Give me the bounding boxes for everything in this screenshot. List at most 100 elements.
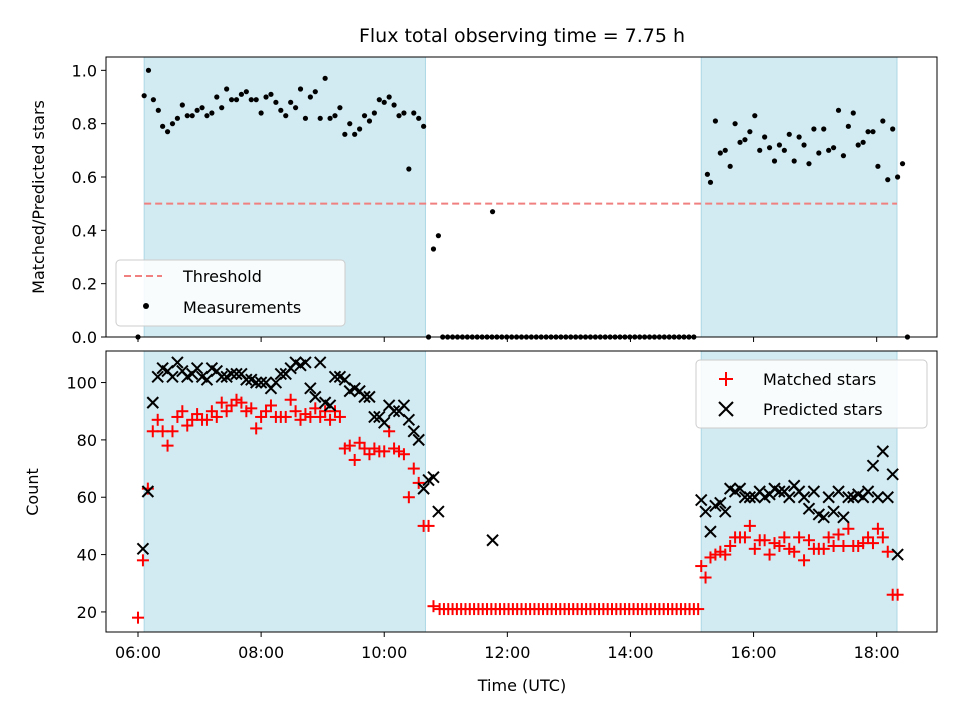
x-tick-label: 16:00 (731, 643, 777, 662)
top-legend: Threshold Measurements (115, 259, 346, 327)
measurement-point (865, 129, 871, 135)
predicted-star-point (254, 376, 268, 389)
legend-predicted-label: Predicted stars (763, 400, 883, 419)
matched-star-point (743, 519, 756, 532)
matched-star-point (832, 528, 845, 541)
measurement-point (273, 99, 279, 105)
measurement-point (376, 97, 382, 103)
y-tick-label: 0.0 (72, 328, 97, 347)
y-tick-label: 1.0 (72, 61, 97, 80)
measurement-point (704, 171, 710, 177)
measurement-point (826, 147, 832, 153)
legend-threshold-label: Threshold (182, 267, 262, 286)
measurement-point (219, 105, 225, 111)
matched-star-point (397, 448, 410, 461)
predicted-star-point (171, 356, 184, 369)
legend-measurements-swatch (143, 303, 149, 309)
predicted-star-stroke (432, 505, 445, 518)
predicted-star-stroke (225, 367, 238, 381)
measurement-point (489, 209, 496, 215)
predicted-star-stroke (215, 370, 228, 384)
measurement-point (366, 118, 373, 124)
predicted-star-point (200, 373, 214, 386)
measurement-point (762, 134, 768, 140)
measurement-point (870, 129, 876, 135)
measurement-point (875, 163, 881, 169)
y-tick-label: 80 (77, 431, 97, 450)
measurement-point (214, 94, 220, 100)
measurement-point (238, 91, 245, 97)
predicted-star-point (427, 470, 440, 484)
measurement-point (786, 131, 792, 137)
matched-star-point (788, 545, 801, 558)
matched-star-point (763, 548, 776, 561)
y-tick-label: 40 (77, 546, 97, 565)
measurement-point (401, 110, 407, 116)
y-tick-label: 0.8 (72, 115, 97, 134)
predicted-star-stroke (733, 482, 747, 495)
measurement-point (253, 97, 259, 103)
y-tick-label: 20 (77, 603, 97, 622)
predicted-star-stroke (240, 373, 253, 386)
measurement-point (145, 67, 152, 73)
matched-star-point (876, 531, 889, 544)
top-panel: 0.0 0.2 0.4 0.6 0.8 1.0 Matched/Predicted sta… (29, 56, 938, 347)
measurement-point (342, 131, 348, 137)
matched-star-point (817, 542, 830, 555)
x-tick-label: 12:00 (484, 643, 530, 662)
matched-star-point (402, 491, 415, 504)
matched-star-point (264, 399, 277, 412)
predicted-star-point (299, 356, 312, 369)
measurement-point (150, 97, 156, 103)
measurement-point (141, 93, 147, 99)
measurement-point (371, 110, 377, 116)
predicted-star-point (704, 525, 717, 538)
measurement-point (396, 113, 402, 119)
bottom-panel: 20 40 60 80 100 06:00 08:00 10:00 12:00 14:00 16:… (23, 350, 938, 695)
predicted-star-point (881, 491, 894, 504)
observing-window-shade (700, 56, 898, 338)
predicted-star-stroke (871, 491, 885, 504)
x-tick-label: 18:00 (854, 643, 900, 662)
predicted-star-stroke (773, 485, 786, 498)
predicted-star-point (269, 376, 283, 389)
measurement-point (243, 89, 249, 95)
matched-star-point (802, 534, 815, 547)
measurement-point (781, 147, 787, 153)
predicted-star-point (304, 382, 317, 395)
measurement-point (406, 166, 412, 172)
x-axis-label: Time (UTC) (477, 676, 566, 695)
measurement-point (263, 94, 269, 100)
matched-star-point (881, 545, 894, 558)
predicted-star-stroke (802, 502, 816, 515)
matched-star-point (245, 402, 258, 415)
predicted-star-stroke (378, 416, 391, 429)
predicted-star-stroke (817, 511, 830, 524)
measurement-point (776, 142, 783, 148)
measurement-point (204, 113, 210, 119)
predicted-star-point (743, 491, 757, 504)
predicted-star-stroke (797, 491, 811, 504)
predicted-star-point (783, 491, 796, 504)
x-tick-label: 06:00 (115, 643, 161, 662)
predicted-star-point (309, 390, 322, 404)
predicted-star-point (387, 405, 401, 418)
matched-star-point (748, 542, 761, 555)
measurement-point (816, 150, 822, 156)
predicted-star-point (338, 373, 352, 386)
measurement-point (283, 113, 289, 119)
measurement-point (850, 110, 856, 116)
predicted-star-stroke (190, 361, 204, 375)
predicted-star-point (146, 396, 159, 409)
predicted-star-point (871, 491, 885, 504)
measurement-point (317, 115, 323, 121)
matched-star-point (407, 462, 420, 475)
predicted-star-stroke (704, 525, 717, 538)
predicted-star-stroke (309, 390, 322, 404)
predicted-star-point (486, 534, 499, 547)
y-tick-label: 0.6 (72, 168, 97, 187)
predicted-star-stroke (417, 482, 430, 495)
measurement-point (747, 129, 753, 135)
predicted-star-stroke (852, 488, 865, 501)
matched-star-point (333, 410, 346, 423)
